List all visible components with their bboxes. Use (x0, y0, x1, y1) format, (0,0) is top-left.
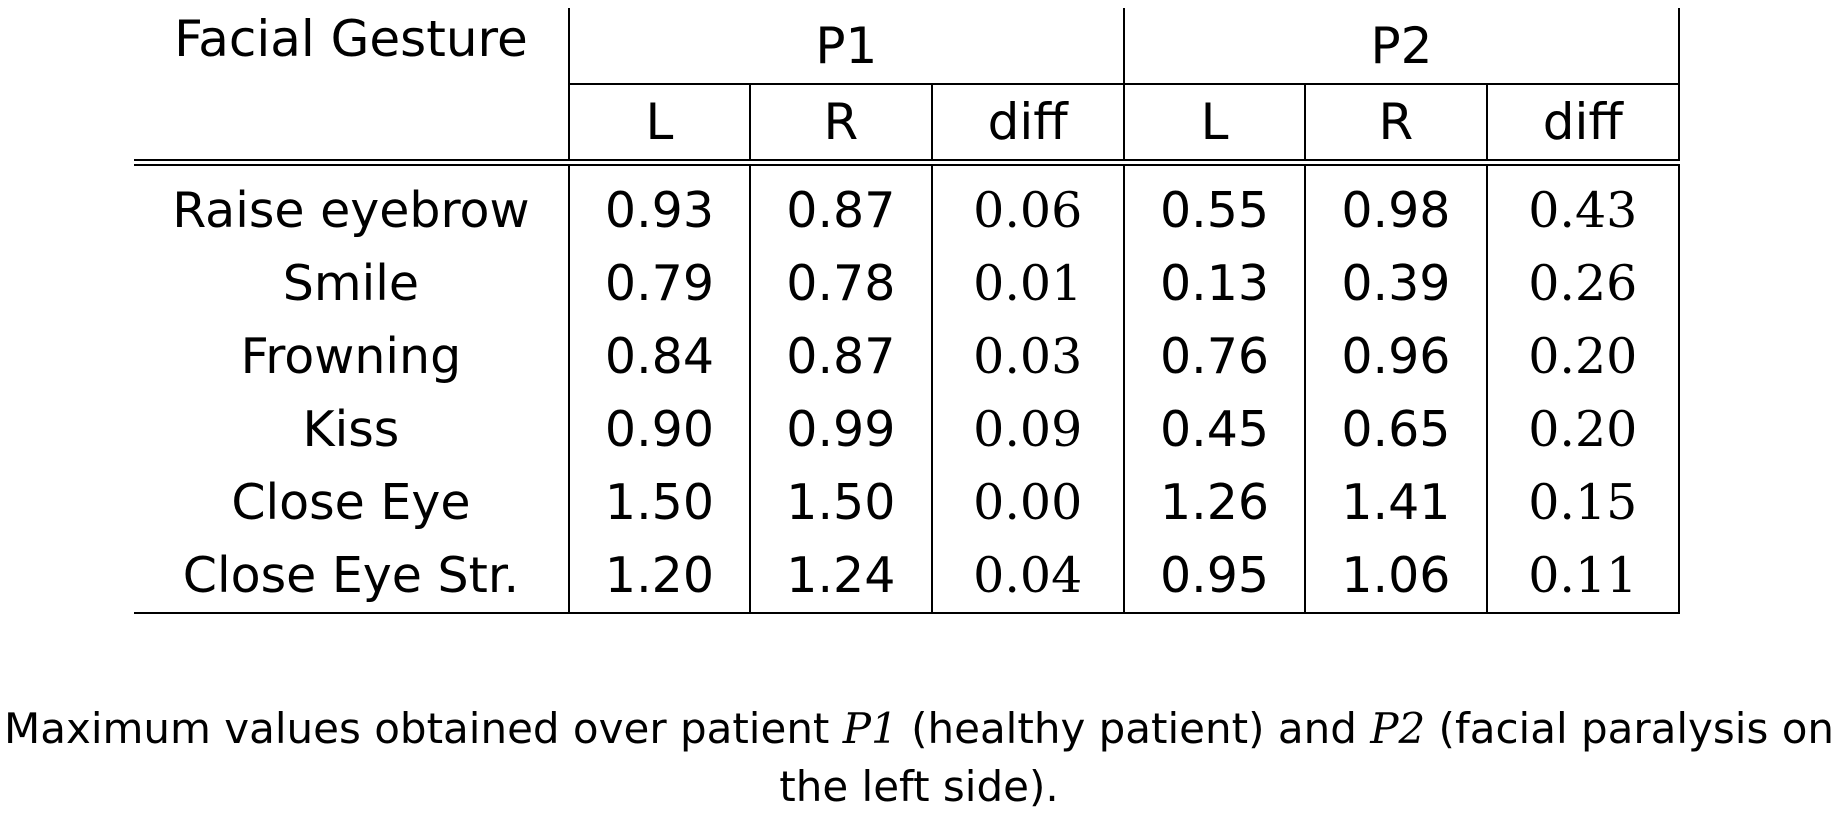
header-row-groups: Facial Gesture P1 P2 (134, 8, 1681, 85)
table-caption: Maximum values obtained over patient P1 … (0, 700, 1838, 816)
table-row: Smile 0.79 0.78 0.01 0.13 0.39 0.26 (134, 247, 1681, 320)
results-table: Facial Gesture P1 P2 L R diff L R diff R… (134, 8, 1681, 614)
p1-r-cell: 1.24 (750, 539, 933, 614)
p1-r-cell: 0.99 (750, 393, 933, 466)
p2-l-cell: 0.95 (1123, 539, 1307, 614)
p1-diff-cell: 0.04 (931, 539, 1125, 614)
p2-l-cell: 0.45 (1123, 393, 1307, 466)
p2-r-cell: 1.06 (1305, 539, 1488, 614)
header-group-p1: P1 (568, 8, 1125, 85)
p2-r-cell: 0.39 (1305, 247, 1488, 320)
p1-diff-cell: 0.06 (931, 162, 1125, 247)
p1-l-cell: 0.90 (568, 393, 752, 466)
caption-text-3: (facial paralysis on the left side). (779, 704, 1835, 811)
gesture-cell: Smile (134, 247, 570, 320)
p1-diff-cell: 0.00 (931, 466, 1125, 539)
p2-r-cell: 0.65 (1305, 393, 1488, 466)
p1-diff-cell: 0.01 (931, 247, 1125, 320)
table-row: Frowning 0.84 0.87 0.03 0.76 0.96 0.20 (134, 320, 1681, 393)
p2-l-cell: 0.13 (1123, 247, 1307, 320)
p1-r-cell: 0.78 (750, 247, 933, 320)
header-p2-diff: diff (1486, 84, 1681, 166)
p1-r-cell: 0.87 (750, 320, 933, 393)
p2-diff-cell: 0.20 (1486, 320, 1681, 393)
p1-l-cell: 0.79 (568, 247, 752, 320)
caption-math-p2: P2 (1370, 704, 1426, 753)
p2-diff-cell: 0.11 (1486, 539, 1681, 614)
table-row: Kiss 0.90 0.99 0.09 0.45 0.65 0.20 (134, 393, 1681, 466)
table-row: Close Eye Str. 1.20 1.24 0.04 0.95 1.06 … (134, 539, 1681, 614)
caption-text-2: (healthy patient) and (897, 704, 1371, 753)
header-p1-l: L (568, 84, 752, 166)
header-gesture-blank (134, 84, 570, 166)
p2-l-cell: 0.55 (1123, 162, 1307, 247)
header-group-p2: P2 (1123, 8, 1681, 85)
p2-diff-cell: 0.15 (1486, 466, 1681, 539)
p2-r-cell: 0.98 (1305, 162, 1488, 247)
p2-l-cell: 0.76 (1123, 320, 1307, 393)
p2-diff-cell: 0.20 (1486, 393, 1681, 466)
gesture-cell: Kiss (134, 393, 570, 466)
header-p2-l: L (1123, 84, 1307, 166)
caption-text-1: Maximum values obtained over patient (3, 704, 843, 753)
header-p1-r: R (750, 84, 933, 166)
table-row: Close Eye 1.50 1.50 0.00 1.26 1.41 0.15 (134, 466, 1681, 539)
p2-r-cell: 1.41 (1305, 466, 1488, 539)
gesture-cell: Raise eyebrow (134, 162, 570, 247)
p1-l-cell: 1.20 (568, 539, 752, 614)
p2-diff-cell: 0.43 (1486, 162, 1681, 247)
p1-l-cell: 0.93 (568, 162, 752, 247)
p1-l-cell: 1.50 (568, 466, 752, 539)
header-p1-diff: diff (931, 84, 1125, 166)
gesture-cell: Close Eye Str. (134, 539, 570, 614)
header-p2-r: R (1305, 84, 1488, 166)
gesture-cell: Close Eye (134, 466, 570, 539)
p1-diff-cell: 0.03 (931, 320, 1125, 393)
p1-r-cell: 1.50 (750, 466, 933, 539)
p2-diff-cell: 0.26 (1486, 247, 1681, 320)
p1-r-cell: 0.87 (750, 162, 933, 247)
table-row: Raise eyebrow 0.93 0.87 0.06 0.55 0.98 0… (134, 162, 1681, 247)
header-facial-gesture: Facial Gesture (134, 8, 570, 84)
caption-math-p1: P1 (842, 704, 898, 753)
header-row-subcolumns: L R diff L R diff (134, 84, 1681, 166)
p2-l-cell: 1.26 (1123, 466, 1307, 539)
results-table-container: Facial Gesture P1 P2 L R diff L R diff R… (134, 8, 1681, 614)
p1-diff-cell: 0.09 (931, 393, 1125, 466)
p1-l-cell: 0.84 (568, 320, 752, 393)
p2-r-cell: 0.96 (1305, 320, 1488, 393)
gesture-cell: Frowning (134, 320, 570, 393)
